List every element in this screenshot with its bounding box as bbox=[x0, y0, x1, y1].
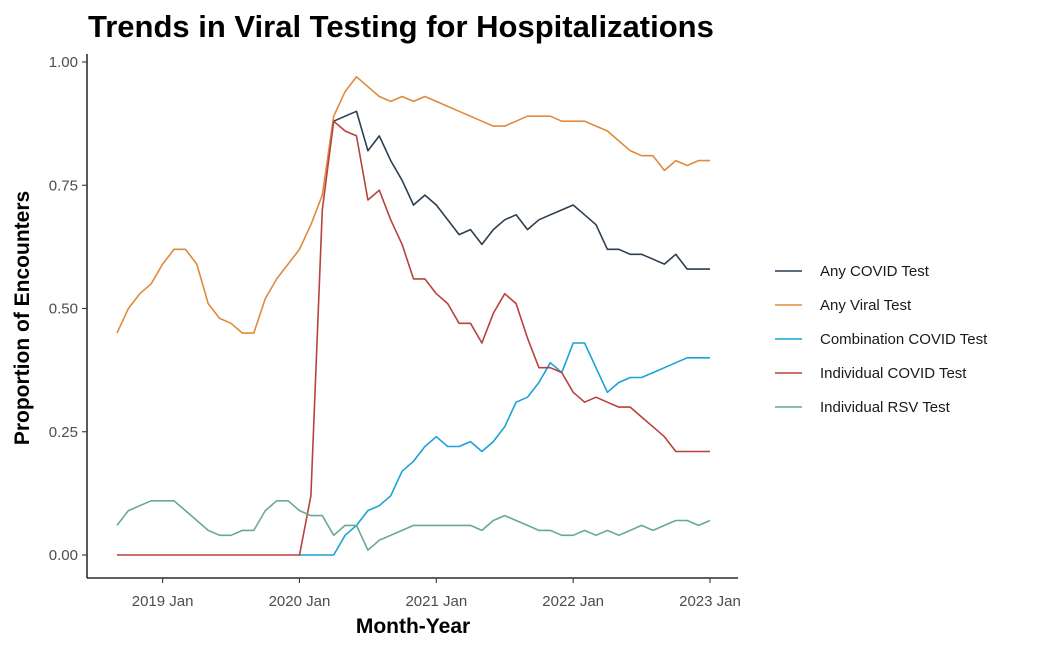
legend: Any COVID Test Any Viral Test Combination … bbox=[775, 263, 988, 416]
y-axis-title: Proportion of Encounters bbox=[11, 191, 34, 445]
legend-label-any-viral-test: Any Viral Test bbox=[820, 297, 912, 314]
y-tick-label: 1.00 bbox=[49, 54, 78, 71]
chart-title: Trends in Viral Testing for Hospitalizat… bbox=[88, 9, 714, 44]
y-tick-label: 0.50 bbox=[49, 301, 78, 318]
series-line-combination-covid-test bbox=[299, 342, 710, 556]
series-line-individual-covid-test bbox=[117, 120, 710, 556]
y-tick-label: 0.00 bbox=[49, 547, 78, 564]
legend-label-individual-rsv-test: Individual RSV Test bbox=[820, 399, 951, 416]
y-tick-label: 0.75 bbox=[49, 177, 78, 194]
y-tick-label: 0.25 bbox=[49, 424, 78, 441]
plot-area: 0.00 0.25 0.50 0.75 1.00 2019 Jan 2020 Jan 2021… bbox=[49, 54, 741, 610]
x-tick-label: 2019 Jan bbox=[132, 593, 194, 610]
series-line-individual-rsv-test bbox=[116, 500, 711, 551]
x-tick-label: 2022 Jan bbox=[542, 593, 604, 610]
legend-label-individual-covid-test: Individual COVID Test bbox=[820, 365, 967, 382]
legend-label-any-covid-test: Any COVID Test bbox=[820, 263, 930, 280]
series-line-any-viral-test bbox=[116, 76, 710, 334]
x-tick-label: 2023 Jan bbox=[679, 593, 741, 610]
x-tick-label: 2021 Jan bbox=[405, 593, 467, 610]
series-line-any-covid-test bbox=[333, 110, 710, 270]
legend-label-combination-covid-test: Combination COVID Test bbox=[820, 331, 988, 348]
x-axis-title: Month-Year bbox=[356, 615, 470, 638]
x-tick-label: 2020 Jan bbox=[269, 593, 331, 610]
